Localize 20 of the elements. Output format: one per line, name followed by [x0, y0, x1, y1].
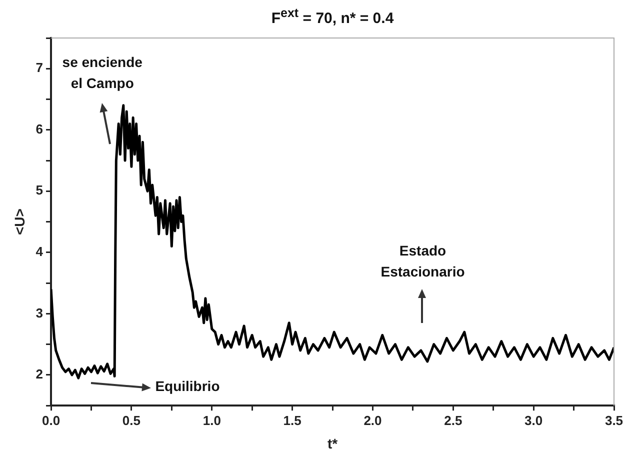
x-tick-label: 3.5 — [604, 412, 624, 428]
x-tick-label: 0.0 — [42, 412, 60, 428]
x-tick-label: 2.5 — [444, 412, 462, 428]
y-tick-label: 6 — [36, 121, 44, 136]
y-tick-label: 4 — [36, 244, 44, 260]
x-tick-label: 1.5 — [283, 412, 302, 428]
x-tick-label: 2.0 — [364, 412, 382, 428]
x-tick-label: 0.5 — [122, 412, 140, 428]
y-tick-label: 7 — [36, 60, 44, 76]
y-tick-label: 2 — [36, 366, 44, 382]
annotation: se enciende el Campo — [62, 54, 143, 91]
annotation: Estado Estacionario — [380, 242, 465, 280]
y-axis-title: <U> — [11, 208, 28, 236]
y-tick-label: 5 — [36, 182, 44, 198]
y-tick-label: 3 — [36, 305, 44, 320]
annotation: Equilibrio — [155, 378, 220, 394]
x-axis-title: t* — [327, 435, 338, 452]
x-tick-label: 1.0 — [202, 412, 221, 428]
chart-title: F$^{ext}$ = 70, n* = 0.4 — [270, 6, 395, 27]
x-tick-label: 3.0 — [524, 412, 543, 428]
